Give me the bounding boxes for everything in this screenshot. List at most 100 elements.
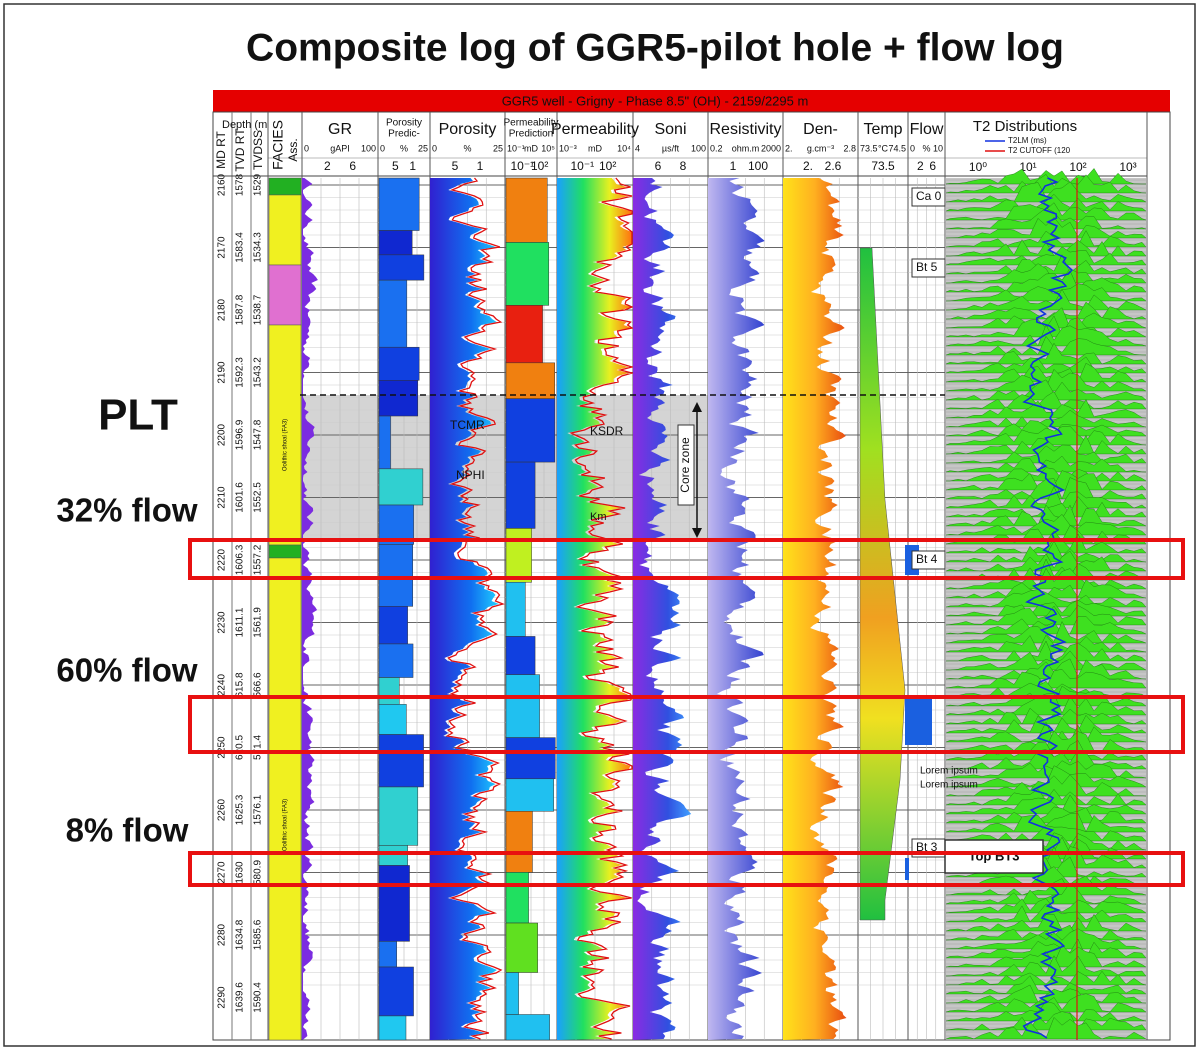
depth-label: 1590.4 bbox=[253, 982, 264, 1013]
porosity-pred-block bbox=[378, 966, 414, 1017]
t2-distribution bbox=[945, 938, 1147, 959]
depth-label: 1587.8 bbox=[235, 294, 246, 325]
t2-distribution bbox=[945, 1017, 1147, 1040]
depth-label: 571.4 bbox=[253, 735, 264, 760]
track-scale: ohm.m bbox=[732, 143, 760, 153]
depth-label: 580.9 bbox=[253, 860, 264, 885]
track-tick: 2 bbox=[917, 159, 924, 173]
track-scale: 10⁵ bbox=[541, 143, 555, 153]
porosity-pred-block bbox=[378, 734, 424, 788]
track-scale: 25 bbox=[418, 143, 428, 153]
facies-label: Oolithic shoal (FA3) bbox=[283, 419, 289, 471]
depth-label: 566.6 bbox=[253, 672, 264, 697]
track-name: Predic- bbox=[388, 129, 420, 140]
depth-label: 1552.5 bbox=[253, 482, 264, 513]
perm-pred-block bbox=[505, 674, 540, 738]
porosity-pred-block bbox=[378, 177, 420, 231]
depth-label: 1634.8 bbox=[235, 919, 246, 950]
depth-label: 1547.8 bbox=[253, 419, 264, 450]
depth-label: 2280 bbox=[217, 923, 228, 946]
depth-label: 2170 bbox=[217, 236, 228, 259]
track-scale: °C bbox=[878, 143, 889, 153]
track-tick: 1 bbox=[409, 159, 416, 173]
porosity-pred-block bbox=[378, 279, 408, 348]
t2-distribution bbox=[945, 984, 1147, 1004]
track-tick: 10⁻¹ bbox=[510, 159, 534, 173]
track-name: Flow bbox=[910, 121, 944, 138]
track-tick: 10² bbox=[531, 159, 548, 173]
facies-block bbox=[268, 544, 302, 559]
depth-label: 1557.2 bbox=[253, 544, 264, 575]
t2-distribution bbox=[945, 813, 1147, 833]
perm-pred-block bbox=[505, 872, 529, 924]
porosity-pred-block bbox=[378, 677, 400, 705]
track-name: Porosity bbox=[386, 118, 422, 129]
track-tick: 2. bbox=[803, 159, 813, 173]
top-bt3-box bbox=[944, 839, 1044, 874]
track-tick: 100 bbox=[748, 159, 768, 173]
depth-label: 1585.6 bbox=[253, 919, 264, 950]
flow-interval bbox=[188, 538, 1185, 580]
marker-box bbox=[911, 550, 946, 570]
t2-distribution bbox=[945, 913, 1147, 932]
t2-distribution bbox=[945, 444, 1147, 464]
t2-distribution bbox=[945, 760, 1147, 779]
t2-distribution bbox=[945, 425, 1147, 446]
t2-distribution bbox=[945, 730, 1147, 752]
track-scale: 25 bbox=[493, 143, 503, 153]
track-scale: 100 bbox=[691, 143, 706, 153]
banner: GGR5 well - Grigny - Phase 8.5" (OH) - 2… bbox=[502, 93, 809, 108]
t2-distribution bbox=[945, 806, 1147, 824]
porosity-pred-block bbox=[378, 254, 425, 281]
t2-distribution bbox=[945, 605, 1147, 626]
t2-distribution bbox=[945, 955, 1147, 977]
legend-label: T2LM (ms) bbox=[1008, 136, 1047, 145]
t2-distribution bbox=[946, 650, 1147, 671]
depth-label: 1596.9 bbox=[235, 419, 246, 450]
perm-pred-block bbox=[505, 177, 548, 243]
perm-pred-block bbox=[505, 305, 543, 364]
depth-label: 1611.1 bbox=[235, 607, 246, 637]
lorem: Lorem ipsum bbox=[920, 766, 978, 777]
marker-label: Bt 3 bbox=[916, 840, 938, 854]
track-scale: 10⁴ bbox=[617, 143, 631, 153]
t2-distribution bbox=[945, 765, 1147, 788]
t2-distribution bbox=[945, 533, 1147, 554]
side-label: 60% flow bbox=[56, 652, 198, 689]
track-scale: 0.2 bbox=[710, 143, 723, 153]
t2-distribution bbox=[945, 788, 1147, 806]
depth-label: 1538.7 bbox=[253, 294, 264, 325]
track-tick: 5 bbox=[392, 159, 399, 173]
depth-label: 2190 bbox=[217, 361, 228, 384]
depth-label: 2260 bbox=[217, 798, 228, 821]
t2-panel bbox=[945, 168, 1147, 1040]
flow-interval bbox=[188, 851, 1185, 887]
depth-header: TVDSS bbox=[251, 130, 265, 170]
track-tick: 73.5 bbox=[871, 159, 895, 173]
porosity-pred-block bbox=[378, 786, 419, 846]
t2-distribution bbox=[945, 970, 1147, 986]
t2-tick: 10¹ bbox=[1019, 160, 1036, 174]
facies-block bbox=[268, 177, 302, 196]
t2-distribution bbox=[945, 409, 1147, 428]
depth-label: 1561.9 bbox=[253, 607, 264, 638]
track-tick: 5 bbox=[452, 159, 459, 173]
side-label: 32% flow bbox=[56, 492, 198, 529]
t2-distribution bbox=[945, 398, 1147, 419]
track-tick: 1 bbox=[477, 159, 484, 173]
depth-label: 1601.6 bbox=[235, 482, 246, 513]
t2-distribution bbox=[945, 342, 1147, 365]
depth-label: 1576.1 bbox=[253, 794, 264, 825]
depth-label: 1578 bbox=[235, 173, 246, 196]
perm-pred-block bbox=[505, 778, 554, 812]
depth-label: 620.5 bbox=[235, 735, 246, 760]
t2-distribution bbox=[945, 504, 1147, 527]
perm-fill bbox=[557, 178, 632, 1040]
res-fill bbox=[708, 178, 765, 1040]
soni-fill bbox=[633, 178, 692, 1040]
track-scale: 0 bbox=[380, 143, 385, 153]
depth-header: MD RT bbox=[214, 130, 228, 168]
depth-label: 2220 bbox=[217, 548, 228, 571]
track-tick: 8 bbox=[680, 159, 687, 173]
perm-pred-block bbox=[505, 242, 550, 306]
